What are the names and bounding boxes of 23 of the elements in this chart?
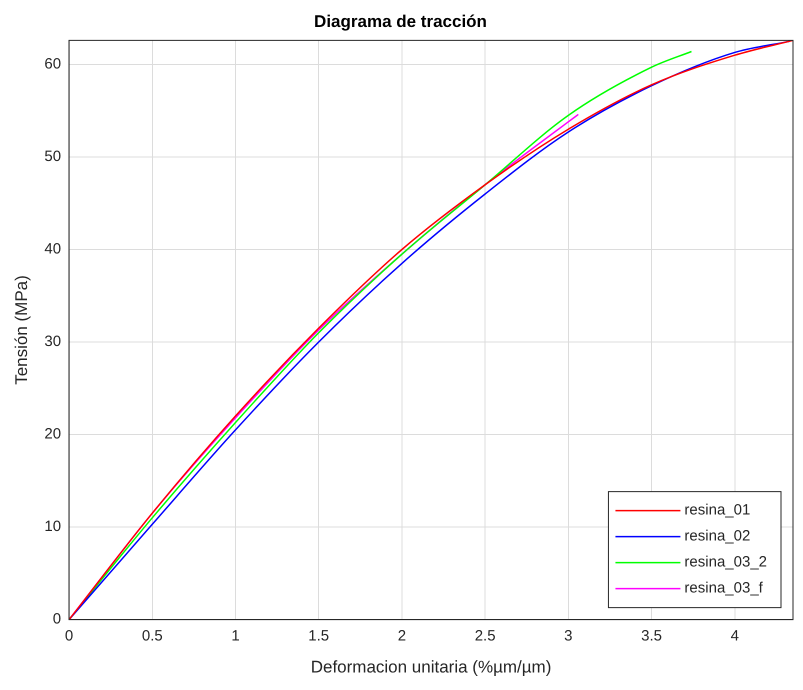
x-tick-label: 2 (398, 628, 406, 645)
y-tick-label: 10 (44, 518, 62, 536)
x-tick-label: 4 (730, 628, 739, 645)
x-tick-label: 0 (64, 628, 74, 645)
legend-label: resina_03_f (684, 580, 764, 597)
legend-label: resina_01 (684, 502, 750, 519)
x-axis-title: Deformacion unitaria (%µm/µm) (310, 657, 552, 676)
legend-label: resina_02 (684, 528, 750, 545)
y-tick-label: 30 (44, 333, 62, 350)
x-tick-label: 2.5 (474, 628, 496, 645)
x-tick-label: 1 (231, 628, 240, 645)
x-tick-label: 3 (564, 628, 573, 645)
x-tick-label: 3.5 (641, 628, 662, 645)
x-tick-label: 1.5 (308, 628, 330, 645)
chart-title: Diagrama de tracción (314, 12, 487, 31)
y-tick-label: 60 (44, 56, 62, 73)
y-axis-title: Tensión (MPa) (12, 275, 31, 385)
y-tick-label: 0 (52, 610, 62, 628)
legend-label: resina_03_2 (684, 554, 768, 571)
y-tick-label: 40 (44, 240, 62, 258)
x-tick-label: 0.5 (142, 628, 163, 645)
y-tick-label: 20 (44, 426, 62, 443)
y-tick-label: 50 (44, 148, 62, 166)
